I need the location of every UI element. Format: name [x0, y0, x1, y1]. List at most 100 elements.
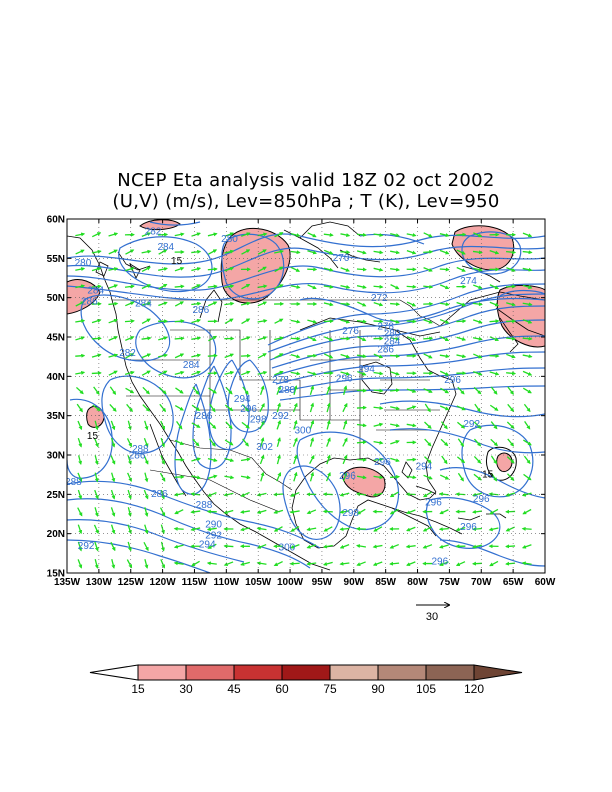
contour-label: 296: [339, 471, 356, 482]
contour-label: 302: [256, 442, 273, 453]
wind-vector: [158, 370, 168, 376]
temperature-contour: [299, 297, 545, 322]
contour-label: 296: [431, 557, 448, 568]
wind-vector: [472, 336, 483, 341]
wind-vector: [75, 336, 85, 341]
wind-vector: [323, 336, 334, 342]
wind-vector: [224, 284, 235, 289]
contour-label: 284: [157, 242, 174, 253]
contour-label: 280: [279, 385, 296, 396]
wind-vector: [424, 438, 432, 447]
wind-vector: [94, 437, 99, 448]
wind-vector: [455, 492, 466, 497]
wind-vector: [457, 438, 464, 447]
longitude-labels: 135W 130W 125W 120W 115W 110W 105W 100W 95W 90W 85…: [54, 577, 556, 588]
wind-vector: [423, 336, 434, 341]
latitude-labels: 60N 55N 50N 45N 40N 35N 30N 25N 20N 15N: [47, 215, 65, 580]
wind-vector: [326, 437, 331, 447]
wind-vector: [158, 386, 167, 395]
contour-label: 294: [416, 462, 433, 473]
border-line: [126, 359, 300, 411]
wind-vector: [489, 284, 500, 290]
wind-vector: [191, 267, 202, 272]
coastline: [361, 361, 393, 395]
lon-label: 135W: [54, 577, 81, 588]
wind-vector: [356, 423, 367, 428]
wind-vector: [143, 489, 149, 500]
map-frame: [66, 218, 546, 574]
wind-vector: [125, 353, 135, 359]
wind-vector: [306, 527, 317, 532]
wind-vector: [340, 371, 351, 376]
wind-vector: [357, 301, 367, 307]
wind-vector: [94, 420, 99, 431]
wind-vector: [489, 319, 500, 324]
wind-vector: [75, 319, 86, 324]
wind-vector: [390, 250, 400, 255]
wind-vector: [439, 405, 450, 411]
colorbar-segment: [425, 664, 475, 681]
colorbar-segment: [473, 664, 523, 681]
colorbar-label: 75: [323, 682, 337, 696]
wind-vector: [438, 527, 449, 532]
wind-vector: [309, 385, 315, 395]
temperature-contour: [135, 320, 217, 379]
wind-vector: [473, 456, 482, 464]
wind-vector: [174, 353, 185, 359]
wind-vector: [141, 232, 152, 238]
wind-vector: [373, 475, 384, 480]
wind-vector: [342, 402, 348, 413]
wind-vector: [75, 370, 86, 375]
wind-vector: [488, 527, 499, 532]
wind-vector: [326, 419, 331, 430]
temperature-contour: [149, 221, 201, 226]
wind-vector: [342, 471, 348, 482]
wind-vector: [323, 284, 334, 289]
wind-vector: [423, 353, 433, 359]
wind-vectors: [75, 232, 533, 569]
wind-vector: [126, 438, 133, 448]
wind-vector: [293, 454, 298, 465]
wind-vector: [257, 370, 268, 375]
chart-title-line1: NCEP Eta analysis valid 18Z 02 oct 2002: [117, 170, 495, 191]
wind-vector: [191, 284, 201, 290]
wind-vector: [241, 283, 251, 290]
contour-label: 278: [272, 375, 289, 386]
wind-vector: [191, 301, 202, 306]
wind-vector: [522, 232, 533, 238]
wind-vector: [473, 284, 483, 290]
lon-label: 110W: [214, 577, 240, 588]
wind-vector: [455, 561, 466, 567]
wind-vector: [440, 438, 449, 447]
temperature-contour: [275, 351, 545, 385]
wind-vector: [290, 526, 300, 532]
contour-label: 284: [183, 360, 200, 371]
wind-vector: [274, 318, 284, 324]
wind-vector: [176, 421, 183, 430]
wind-vector: [406, 526, 416, 532]
wind-vector: [507, 403, 515, 413]
wind-vector: [256, 509, 267, 514]
wind-vector: [306, 561, 317, 566]
wind-vector: [91, 266, 102, 272]
wind-vector: [373, 284, 384, 289]
wind-vector: [373, 526, 383, 532]
wind-vector: [524, 421, 531, 430]
wind-vector: [490, 421, 498, 430]
wind-vector: [323, 302, 334, 307]
wind-vector: [456, 319, 467, 324]
temperature-contour: [389, 428, 545, 454]
wind-vector: [474, 403, 481, 413]
wind-vector: [126, 559, 133, 569]
colorbar-segment: [377, 664, 427, 681]
wind-vector: [489, 508, 499, 515]
wind-vector: [373, 250, 384, 255]
wind-vector: [326, 402, 331, 413]
wind-vector: [390, 232, 400, 238]
wind-vector: [356, 319, 367, 324]
wind-vector: [290, 353, 301, 359]
wind-vector: [127, 541, 132, 552]
wind-vector: [257, 301, 268, 307]
wind-vector: [339, 509, 350, 514]
wind-vector: [259, 454, 265, 465]
